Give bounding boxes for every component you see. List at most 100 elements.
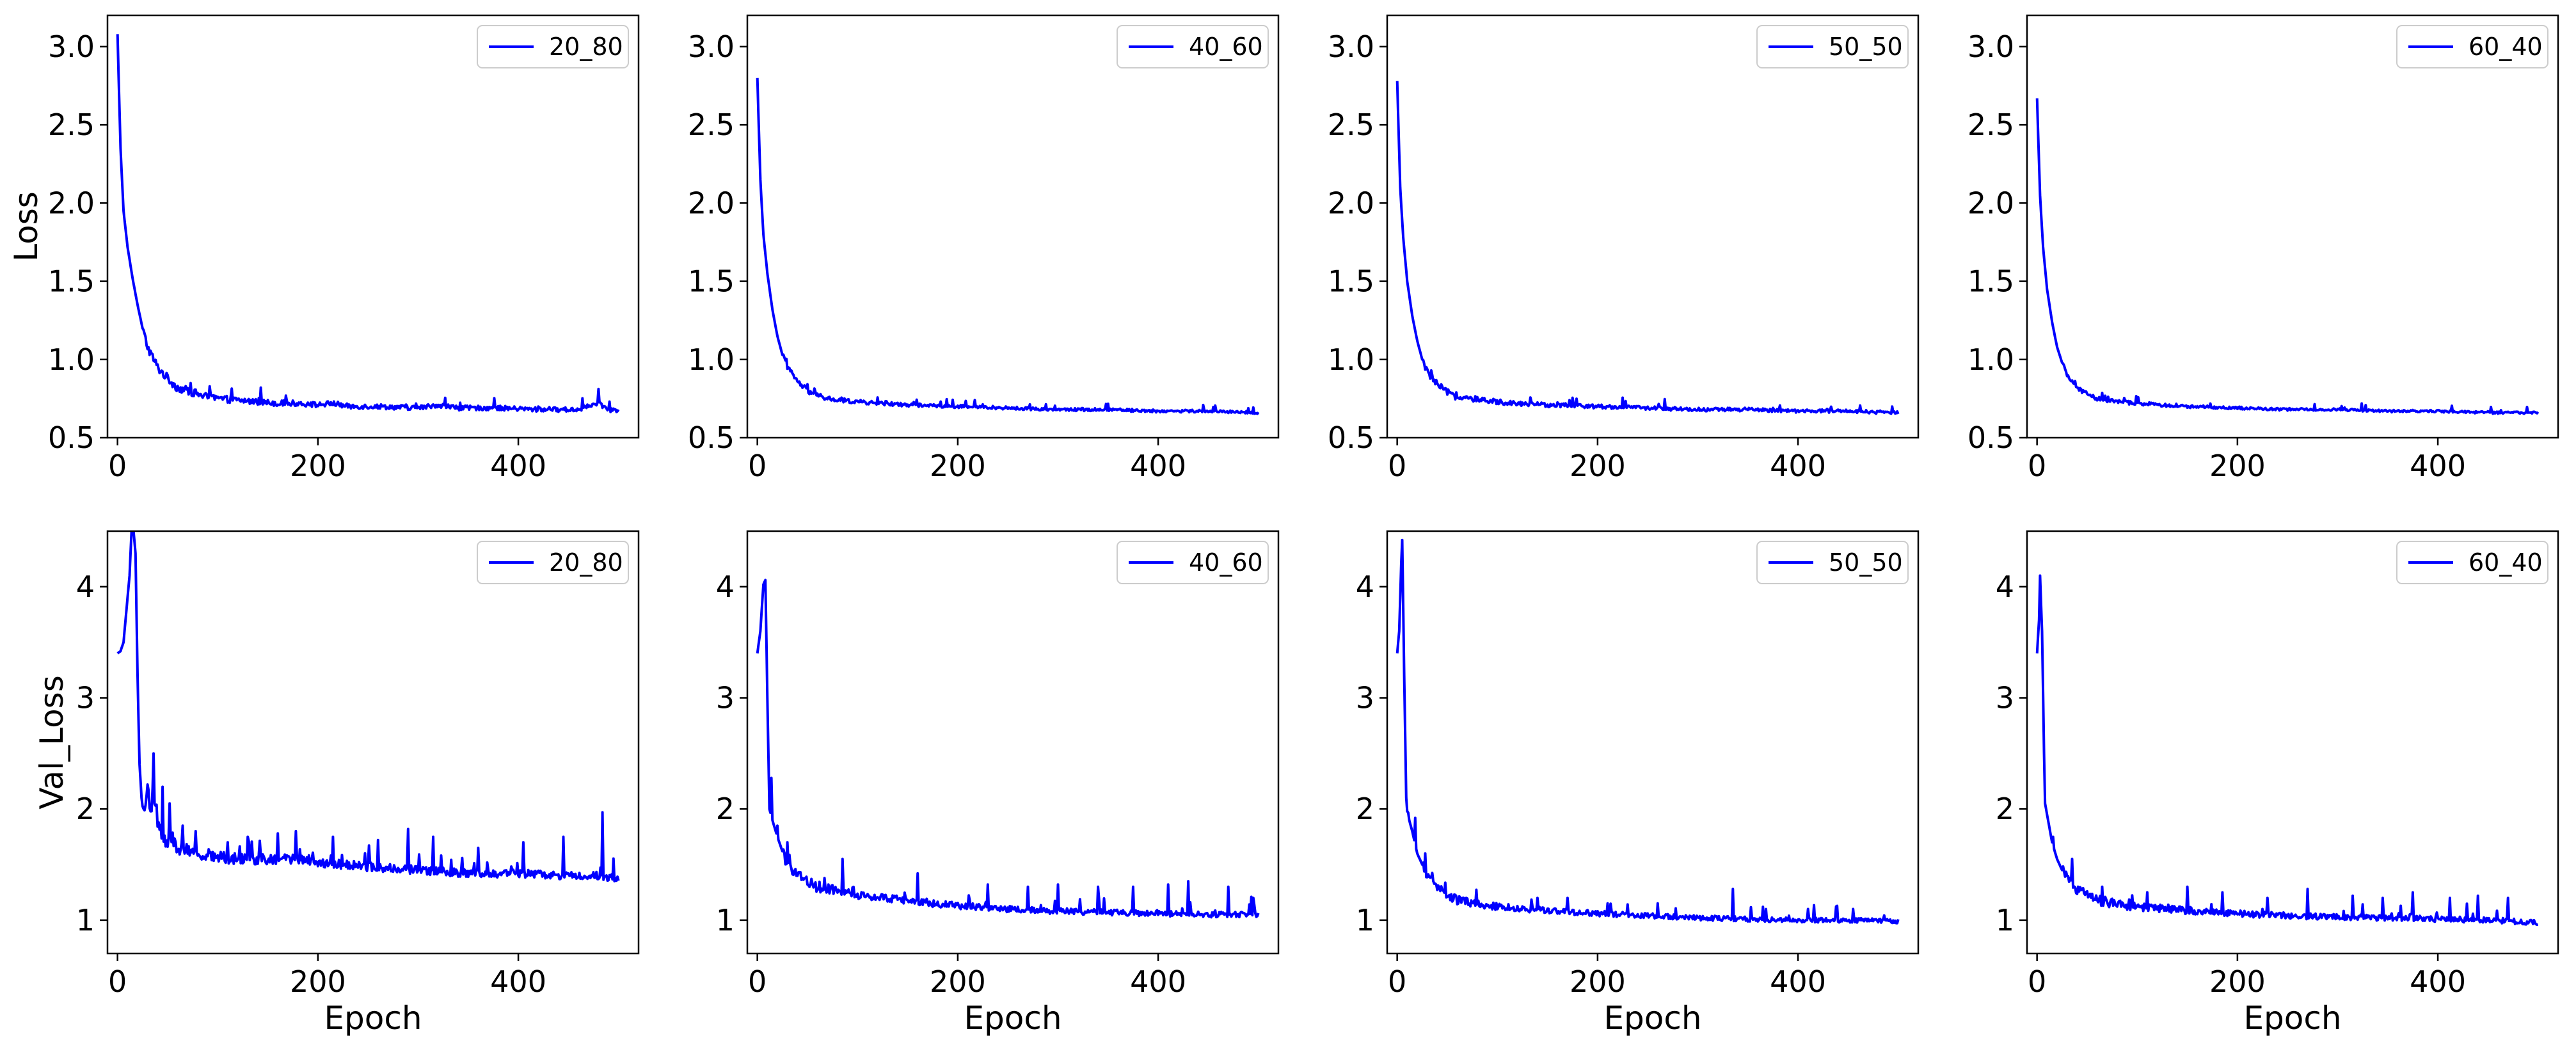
legend-label: 60_40 — [2469, 548, 2543, 577]
x-tick-label: 400 — [1770, 964, 1826, 999]
y-tick-label: 2 — [716, 792, 735, 826]
y-tick-label: 3 — [716, 681, 735, 715]
x-tick-label: 0 — [1388, 964, 1406, 999]
subplot-train-20_80: 0 200 400 0.5 1.0 1.5 2.0 2.5 3.0 Loss 20_80 — [8, 14, 640, 483]
x-tick-label: 400 — [2410, 964, 2466, 999]
y-tick-label: 2 — [1996, 792, 2014, 826]
y-tick-label: 0.5 — [1328, 420, 1374, 455]
subplot-train-60_40: 0 200 400 0.5 1.0 1.5 2.0 2.5 3.0 60_40 — [1968, 14, 2559, 483]
axes-frame — [746, 530, 1280, 955]
series-line-20_80 — [116, 34, 620, 413]
y-tick-label: 2.5 — [688, 108, 735, 142]
x-tick-label: 200 — [290, 449, 346, 483]
y-tick-label: 1.5 — [1328, 264, 1374, 299]
x-axis-title: Epoch — [2243, 1000, 2341, 1037]
legend-box — [1756, 541, 1909, 584]
y-tick-label: 1 — [1356, 903, 1374, 937]
axes-frame — [106, 14, 640, 439]
x-tick-label: 200 — [930, 964, 986, 999]
x-tick-label: 200 — [1570, 449, 1626, 483]
legend-box — [477, 25, 629, 68]
x-tick-label: 0 — [748, 449, 767, 483]
x-tick-label: 400 — [490, 449, 546, 483]
x-tick-label: 200 — [2209, 964, 2266, 999]
x-tick-label: 400 — [2410, 449, 2466, 483]
series-line-40_60 — [756, 578, 1260, 919]
y-tick-label: 3 — [1356, 681, 1374, 715]
y-tick-label: 1.0 — [1968, 342, 2014, 377]
subplot-train-40_60: 0 200 400 0.5 1.0 1.5 2.0 2.5 3.0 40_60 — [688, 14, 1280, 483]
x-axis-title: Epoch — [324, 1000, 422, 1037]
y-tick-label: 1.5 — [48, 264, 95, 299]
axes-frame — [746, 14, 1280, 439]
x-tick-label: 200 — [290, 964, 346, 999]
series-line-50_50 — [1395, 81, 1900, 415]
x-tick-label: 400 — [1770, 449, 1826, 483]
x-tick-label: 0 — [2028, 449, 2046, 483]
legend-box — [1756, 25, 1909, 68]
y-axis-title: Val_Loss — [33, 675, 70, 810]
y-tick-label: 1 — [76, 903, 95, 937]
series-line-50_50 — [1395, 538, 1900, 925]
y-tick-label: 1.5 — [1968, 264, 2014, 299]
y-tick-label: 2.0 — [1968, 186, 2014, 220]
y-tick-label: 2.5 — [48, 108, 95, 142]
y-tick-label: 2 — [1356, 792, 1374, 826]
legend-box — [2396, 25, 2548, 68]
subplot-val-40_60: 0 200 400 1 2 3 4 Epoch 40_60 — [716, 530, 1280, 1037]
y-tick-label: 2.0 — [688, 186, 735, 220]
legend-label: 40_60 — [1189, 548, 1263, 577]
x-tick-label: 400 — [1130, 964, 1186, 999]
x-tick-label: 0 — [108, 964, 127, 999]
y-tick-label: 4 — [716, 570, 735, 604]
x-axis-title: Epoch — [1603, 1000, 1701, 1037]
legend-label: 60_40 — [2469, 33, 2543, 61]
series-line-40_60 — [756, 77, 1260, 415]
y-tick-label: 4 — [1996, 570, 2014, 604]
y-tick-label: 4 — [76, 570, 95, 604]
series-line-60_40 — [2035, 574, 2539, 926]
y-tick-label: 1 — [1996, 903, 2014, 937]
x-tick-label: 400 — [490, 964, 546, 999]
x-tick-label: 0 — [1388, 449, 1406, 483]
legend-label: 50_50 — [1829, 33, 1903, 61]
y-tick-label: 1 — [716, 903, 735, 937]
x-tick-label: 200 — [930, 449, 986, 483]
y-tick-label: 3.0 — [1968, 29, 2014, 64]
y-tick-label: 1.5 — [688, 264, 735, 299]
legend-label: 40_60 — [1189, 33, 1263, 61]
axes-frame — [1386, 530, 1920, 955]
y-tick-label: 3 — [76, 681, 95, 715]
x-tick-label: 0 — [748, 964, 767, 999]
y-tick-label: 3.0 — [688, 29, 735, 64]
series-line-20_80 — [116, 531, 620, 882]
y-tick-label: 1.0 — [688, 342, 735, 377]
legend-label: 20_80 — [549, 33, 623, 61]
x-tick-label: 0 — [108, 449, 127, 483]
y-tick-label: 0.5 — [688, 420, 735, 455]
x-tick-label: 200 — [1570, 964, 1626, 999]
y-tick-label: 4 — [1356, 570, 1374, 604]
y-tick-label: 2.0 — [1328, 186, 1374, 220]
subplot-val-20_80: 0 200 400 1 2 3 4 Val_Loss Epoch 20_80 — [33, 530, 640, 1037]
axes-frame — [2026, 14, 2559, 439]
legend-box — [2396, 541, 2548, 584]
axes-frame — [2026, 530, 2559, 955]
subplot-val-50_50: 0 200 400 1 2 3 4 Epoch 50_50 — [1356, 530, 1920, 1037]
legend-box — [1117, 25, 1269, 68]
y-tick-label: 2.5 — [1968, 108, 2014, 142]
axes-frame — [106, 530, 640, 955]
legend-box — [477, 541, 629, 584]
y-tick-label: 2.0 — [48, 186, 95, 220]
y-tick-label: 3.0 — [48, 29, 95, 64]
x-axis-title: Epoch — [964, 1000, 1061, 1037]
y-tick-label: 3.0 — [1328, 29, 1374, 64]
y-tick-label: 1.0 — [48, 342, 95, 377]
y-tick-label: 2 — [76, 792, 95, 826]
y-tick-label: 2.5 — [1328, 108, 1374, 142]
legend-box — [1117, 541, 1269, 584]
x-tick-label: 200 — [2209, 449, 2266, 483]
subplot-val-60_40: 0 200 400 1 2 3 4 Epoch 60_40 — [1996, 530, 2559, 1037]
x-tick-label: 0 — [2028, 964, 2046, 999]
